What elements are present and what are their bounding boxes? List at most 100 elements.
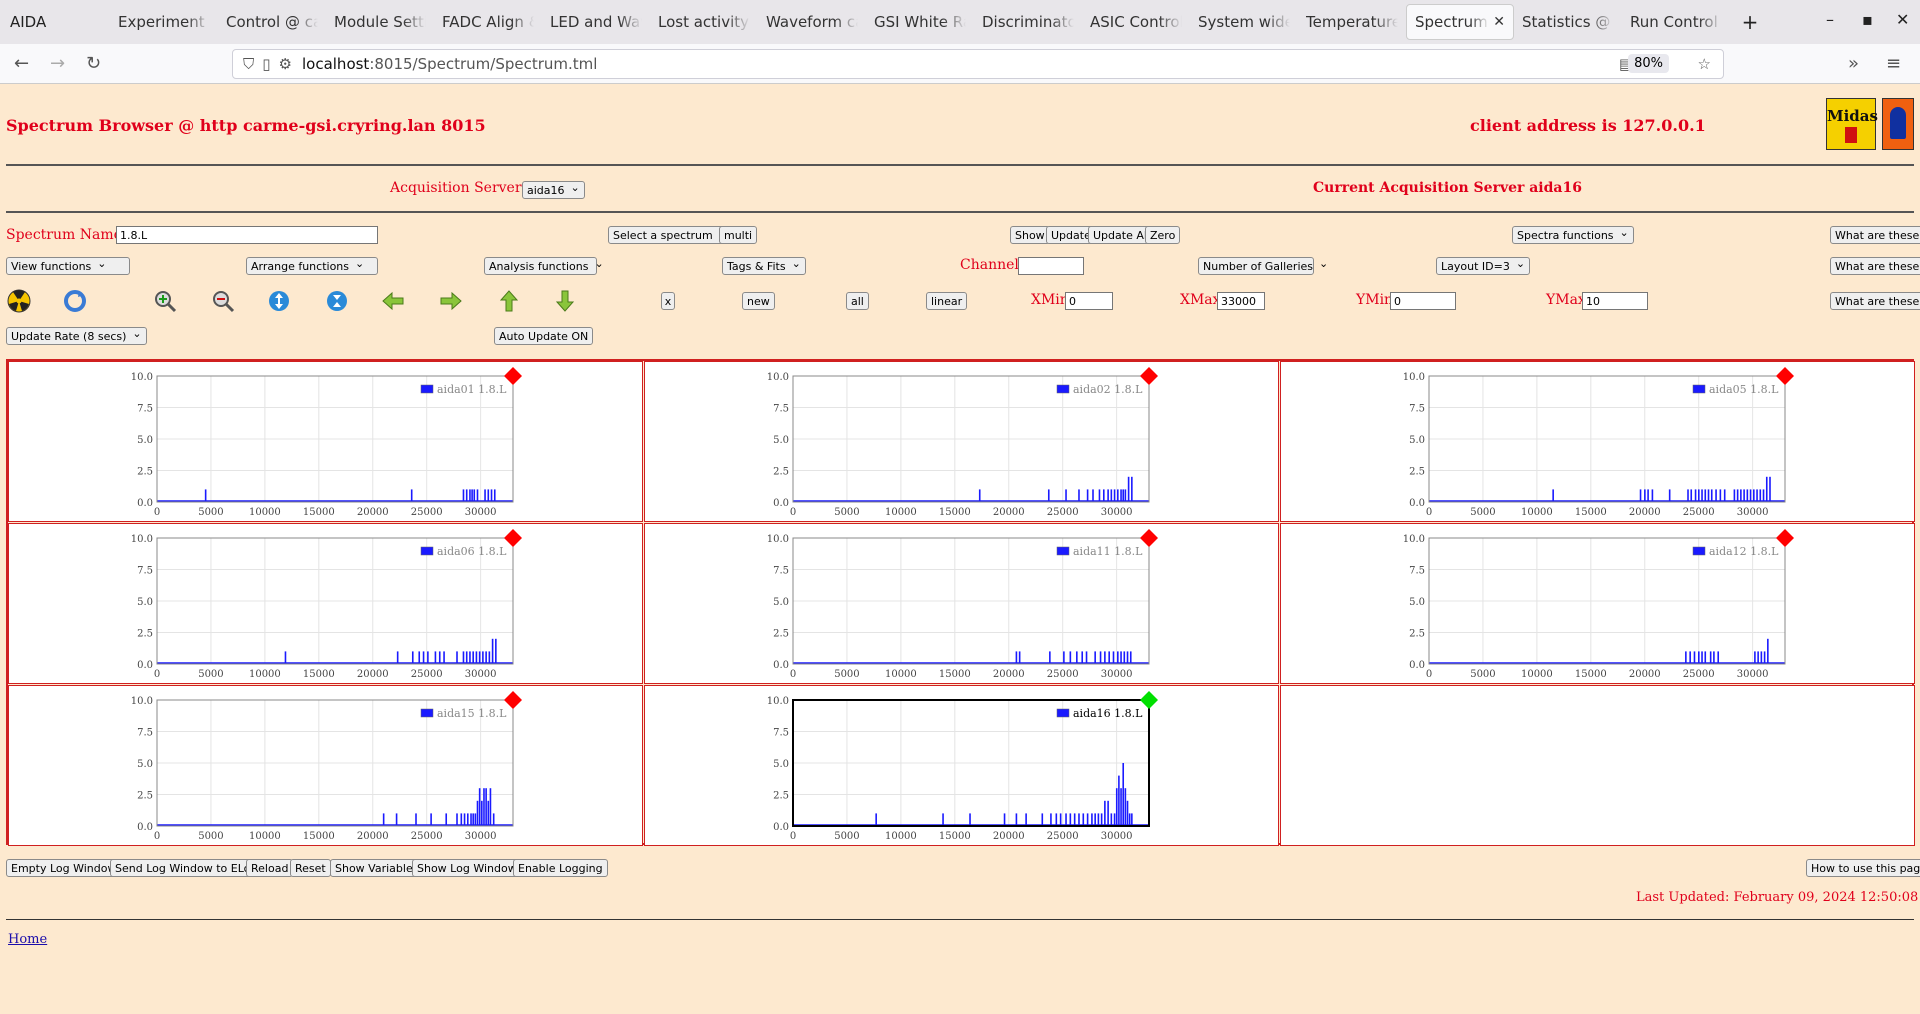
update-rate-dropdown[interactable]: Update Rate (8 secs) [6,327,147,345]
reload-icon[interactable]: ↻ [86,53,102,74]
tab-14[interactable]: Run Control @ [1622,4,1730,40]
spectrum-chart[interactable]: 0 5000 10000 15000 20000 25000 30000 0.0 2.5 5.0 7… [9,686,644,847]
tab-8[interactable]: Discriminator [974,4,1082,40]
bookmark-star-icon[interactable]: ☆ [1697,55,1711,73]
acquisition-server-select[interactable]: aida16 [522,181,585,199]
spectrum-chart[interactable]: 0 5000 10000 15000 20000 25000 30000 0.0 2.5 5.0 7… [645,686,1280,847]
zoom-level[interactable]: 80% [1628,54,1669,73]
refresh-icon[interactable] [62,288,88,314]
tab-1[interactable]: Control @ ca [218,4,326,40]
spectrum-name-input[interactable] [116,226,378,244]
arrow-left-icon[interactable] [380,288,406,314]
gallery-cell[interactable]: 0 5000 10000 15000 20000 25000 30000 0.0 2.5 5.0 7… [644,523,1279,684]
status-diamond-red[interactable] [1776,367,1794,385]
status-diamond-red[interactable] [504,367,522,385]
spectrum-chart[interactable]: 0 5000 10000 15000 20000 25000 30000 0.0 2.5 5.0 7… [1281,524,1916,685]
footer-button-4[interactable]: Show Variables [330,859,424,877]
number-of-galleries-dropdown[interactable]: Number of Galleries [1198,257,1314,275]
x-button[interactable]: x [661,292,675,310]
maximize-icon[interactable]: ▪ [1862,10,1873,29]
close-tab-icon[interactable]: ✕ [1493,14,1505,30]
tab-2[interactable]: Module Settir [326,4,434,40]
help-button[interactable]: What are these? [1830,226,1920,244]
forward-icon[interactable]: → [50,53,66,74]
how-to-use-button[interactable]: How to use this page [1806,859,1920,877]
tab-9[interactable]: ASIC Control [1082,4,1190,40]
close-window-icon[interactable]: ✕ [1896,10,1910,29]
tab-10[interactable]: System wide [1190,4,1298,40]
tab-3[interactable]: FADC Align & [434,4,542,40]
tab-4[interactable]: LED and Wav [542,4,650,40]
gallery-cell[interactable]: 0 5000 10000 15000 20000 25000 30000 0.0 2.5 5.0 7… [1280,523,1915,684]
menu-icon[interactable]: ≡ [1886,53,1902,74]
gallery-cell[interactable]: 0 5000 10000 15000 20000 25000 30000 0.0 2.5 5.0 7… [644,361,1279,522]
new-tab-button[interactable]: + [1741,10,1759,34]
gallery-cell[interactable]: 0 5000 10000 15000 20000 25000 30000 0.0 2.5 5.0 7… [8,523,643,684]
multi-button[interactable]: multi [719,226,758,244]
url-bar[interactable]: ⛉ ▯ ⚙ localhost:8015/Spectrum/Spectrum.t… [232,49,1724,79]
gallery-cell[interactable]: 0 5000 10000 15000 20000 25000 30000 0.0 2.5 5.0 7… [644,685,1279,846]
tab-11[interactable]: Temperature [1298,4,1406,40]
update-button[interactable]: Update [1046,226,1096,244]
status-diamond-red[interactable] [1140,529,1158,547]
overflow-chevron-icon[interactable]: » [1848,53,1860,74]
tab-0[interactable]: Experiment C [110,4,218,40]
auto-update-button[interactable]: Auto Update ON [494,327,594,345]
channel-input[interactable] [1018,257,1084,275]
tab-7[interactable]: GSI White Ra [866,4,974,40]
xmin-input[interactable] [1065,292,1113,310]
zero-button[interactable]: Zero [1145,226,1181,244]
status-diamond-red[interactable] [1776,529,1794,547]
layout-dropdown[interactable]: Layout ID=3 [1436,257,1531,275]
spectrum-chart[interactable]: 0 5000 10000 15000 20000 25000 30000 0.0 2.5 5.0 7… [645,362,1280,523]
status-diamond-red[interactable] [1140,367,1158,385]
update-all-button[interactable]: Update All [1088,226,1155,244]
view-functions-dropdown[interactable]: View functions [6,257,130,275]
status-diamond-red[interactable] [504,529,522,547]
show-button[interactable]: Show [1010,226,1050,244]
footer-button-0[interactable]: Empty Log Window [6,859,122,877]
zoom-out-icon[interactable] [210,288,236,314]
select-spectrum-dropdown[interactable]: Select a spectrum [608,226,733,244]
spectra-functions-dropdown[interactable]: Spectra functions [1512,226,1634,244]
tab-13[interactable]: Statistics @ c [1514,4,1622,40]
ymin-input[interactable] [1390,292,1456,310]
arrow-right-icon[interactable] [438,288,464,314]
compress-vertical-icon[interactable] [324,288,350,314]
arrow-up-icon[interactable] [496,288,522,314]
arrow-down-icon[interactable] [552,288,578,314]
gallery-cell[interactable]: 0 5000 10000 15000 20000 25000 30000 0.0 2.5 5.0 7… [1280,361,1915,522]
zoom-in-icon[interactable] [152,288,178,314]
home-link[interactable]: Home [8,932,48,947]
spectrum-chart[interactable]: 0 5000 10000 15000 20000 25000 30000 0.0 2.5 5.0 7… [9,524,644,685]
footer-button-2[interactable]: Reload [246,859,294,877]
spectrum-chart[interactable]: 0 5000 10000 15000 20000 25000 30000 0.0 2.5 5.0 7… [9,362,644,523]
linear-button[interactable]: linear [926,292,968,310]
tab-6[interactable]: Waveform ca [758,4,866,40]
ymax-input[interactable] [1582,292,1648,310]
footer-button-1[interactable]: Send Log Window to ELog [110,859,263,877]
minimize-icon[interactable]: – [1826,10,1834,29]
all-button[interactable]: all [846,292,869,310]
footer-button-6[interactable]: Enable Logging [513,859,608,877]
tags-fits-dropdown[interactable]: Tags & Fits [722,257,806,275]
tab-5[interactable]: Lost activity r [650,4,758,40]
back-icon[interactable]: ← [14,53,30,74]
spectrum-chart[interactable]: 0 5000 10000 15000 20000 25000 30000 0.0 2.5 5.0 7… [1281,362,1916,523]
help-button[interactable]: What are these? [1830,257,1920,275]
analysis-functions-dropdown[interactable]: Analysis functions [484,257,597,275]
gallery-cell[interactable]: 0 5000 10000 15000 20000 25000 30000 0.0 2.5 5.0 7… [8,685,643,846]
help-button[interactable]: What are these? [1830,292,1920,310]
gallery-cell[interactable]: 0 5000 10000 15000 20000 25000 30000 0.0 2.5 5.0 7… [8,361,643,522]
radiation-icon[interactable] [6,288,32,314]
footer-button-5[interactable]: Show Log Window [412,859,522,877]
new-button[interactable]: new [742,292,775,310]
xmax-input[interactable] [1217,292,1265,310]
footer-button-3[interactable]: Reset [290,859,331,877]
status-diamond-green[interactable] [1140,691,1158,709]
arrange-functions-dropdown[interactable]: Arrange functions [246,257,378,275]
spectrum-chart[interactable]: 0 5000 10000 15000 20000 25000 30000 0.0 2.5 5.0 7… [645,524,1280,685]
expand-vertical-icon[interactable] [266,288,292,314]
tab-12[interactable]: Spectrum B✕ [1406,4,1514,40]
status-diamond-red[interactable] [504,691,522,709]
